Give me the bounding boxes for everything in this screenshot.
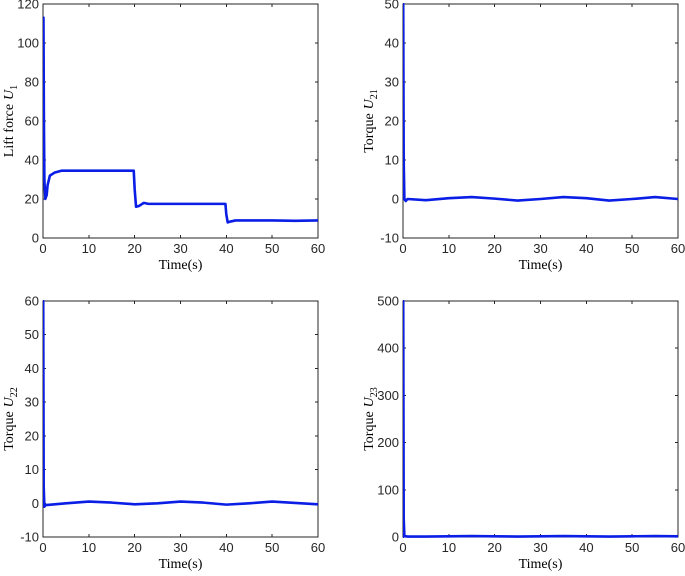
- y-tick-label: 60: [25, 294, 39, 309]
- x-tick-label: 30: [533, 241, 547, 256]
- x-tick-label: 40: [219, 540, 233, 555]
- y-tick-label: 50: [25, 327, 39, 342]
- y-axis-label-subscript: 22: [9, 387, 20, 397]
- y-axis-label: Torque U21: [362, 89, 380, 153]
- chart-panel-4: 0 10 20 30 40 50 60 0 100 200 300 400 500 Time(s) Torq…: [362, 294, 685, 573]
- x-tick-label: 40: [579, 540, 593, 555]
- x-tick-label: 10: [82, 540, 96, 555]
- y-tick-label: 500: [377, 294, 399, 309]
- x-tick-label: 50: [625, 241, 639, 256]
- x-tick-label: 10: [442, 540, 456, 555]
- x-axis-label: Time(s): [519, 258, 563, 273]
- x-tick-label: 50: [265, 540, 279, 555]
- y-tick-label: 0: [392, 530, 399, 545]
- x-tick-label: 40: [579, 241, 593, 256]
- y-axis-label-text: Torque: [2, 411, 17, 450]
- y-tick-label: 20: [25, 192, 39, 207]
- y-tick-label: 0: [32, 231, 39, 246]
- x-axis-label: Time(s): [159, 258, 203, 273]
- x-tick-label: 60: [671, 241, 685, 256]
- y-axis-label-subscript: 23: [369, 387, 380, 397]
- chart-panel-1: 0 10 20 30 40 50 60 0 20 40 60 80 100 120 Time(s) Lift …: [2, 0, 325, 273]
- x-tick-label: 60: [311, 241, 325, 256]
- x-tick-label: 0: [399, 540, 406, 555]
- x-tick-label: 30: [173, 241, 187, 256]
- x-tick-label: 0: [39, 241, 46, 256]
- y-tick-label: 100: [377, 482, 399, 497]
- x-tick-label: 60: [311, 540, 325, 555]
- series-line-1: [403, 300, 678, 538]
- x-tick-label: 0: [399, 241, 406, 256]
- y-axis-label: Torque U23: [362, 387, 380, 451]
- y-tick-label: 400: [377, 341, 399, 356]
- axes-box: [402, 3, 679, 239]
- y-tick-label: 40: [25, 153, 39, 168]
- x-tick-label: 30: [533, 540, 547, 555]
- y-tick-label: -10: [380, 231, 399, 246]
- y-tick-label: -10: [20, 530, 39, 545]
- y-tick-label: 10: [385, 153, 399, 168]
- y-tick-label: 80: [25, 75, 39, 90]
- x-tick-label: 50: [625, 540, 639, 555]
- y-tick-label: 0: [32, 496, 39, 511]
- x-tick-label: 50: [265, 241, 279, 256]
- series-line-1: [403, 3, 678, 203]
- y-axis-label-symbol: U: [2, 396, 17, 407]
- y-axis-label-symbol: U: [2, 89, 17, 100]
- y-axis-label-text: Torque: [362, 411, 377, 450]
- series-line-1: [43, 16, 318, 224]
- axes-box: [402, 300, 679, 538]
- y-tick-label: 100: [17, 36, 39, 51]
- y-tick-label: 30: [25, 395, 39, 410]
- x-tick-label: 20: [127, 241, 141, 256]
- y-tick-label: 30: [385, 75, 399, 90]
- y-axis-label-subscript: 21: [369, 89, 380, 99]
- y-tick-label: 20: [25, 428, 39, 443]
- x-tick-label: 20: [487, 540, 501, 555]
- x-tick-label: 60: [671, 540, 685, 555]
- y-tick-label: 200: [377, 435, 399, 450]
- y-tick-label: 60: [25, 114, 39, 129]
- y-tick-label: 120: [17, 0, 39, 12]
- y-tick-label: 40: [25, 361, 39, 376]
- y-axis-label-symbol: U: [362, 396, 377, 407]
- x-tick-label: 30: [173, 540, 187, 555]
- x-axis-label: Time(s): [519, 557, 563, 572]
- y-axis-label-text: Lift force: [2, 104, 17, 157]
- x-tick-label: 10: [442, 241, 456, 256]
- x-axis-label: Time(s): [159, 557, 203, 572]
- y-axis-label: Lift force U1: [2, 85, 20, 157]
- x-tick-label: 0: [39, 540, 46, 555]
- y-axis-label: Torque U22: [2, 387, 20, 451]
- y-tick-label: 40: [385, 36, 399, 51]
- x-tick-label: 40: [219, 241, 233, 256]
- y-tick-label: 10: [25, 462, 39, 477]
- x-tick-label: 20: [487, 241, 501, 256]
- series-line-1: [43, 300, 318, 508]
- chart-panel-2: 0 10 20 30 40 50 60-1001020304050Time(s)Torque…: [362, 0, 685, 273]
- y-tick-label: 0: [392, 192, 399, 207]
- x-tick-label: 20: [127, 540, 141, 555]
- x-tick-label: 10: [82, 241, 96, 256]
- y-tick-label: 50: [385, 0, 399, 12]
- y-tick-label: 20: [385, 114, 399, 129]
- y-axis-label-text: Torque: [362, 113, 377, 152]
- y-axis-label-subscript: 1: [9, 85, 20, 90]
- y-tick-label: 300: [377, 388, 399, 403]
- chart-panel-3: 0 10 20 30 40 50 60-100102030405060Time(s)Torq…: [2, 294, 325, 573]
- y-axis-label-symbol: U: [362, 98, 377, 109]
